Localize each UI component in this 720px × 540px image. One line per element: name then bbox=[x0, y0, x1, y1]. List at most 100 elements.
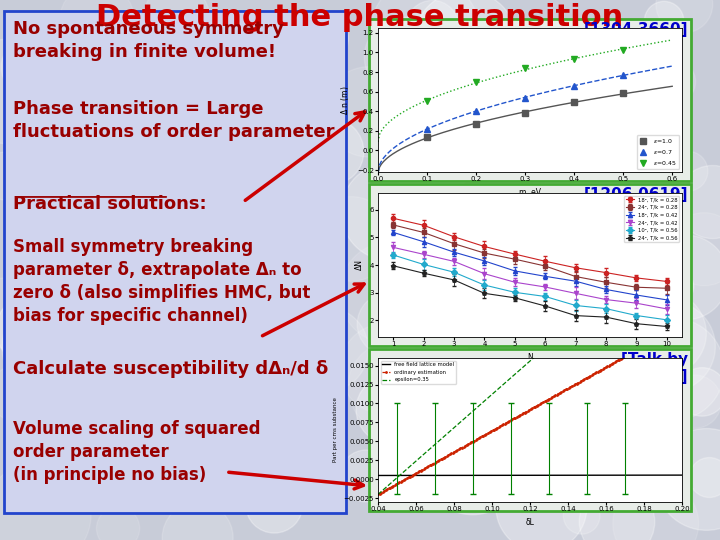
Circle shape bbox=[364, 17, 444, 97]
ordinary estimation bbox=[652, 336, 660, 342]
Circle shape bbox=[560, 178, 626, 244]
Text: No spontaneous symmetry
breaking in finite volume!: No spontaneous symmetry breaking in fini… bbox=[13, 20, 284, 61]
Circle shape bbox=[676, 165, 720, 239]
Circle shape bbox=[1, 299, 98, 395]
ordinary estimation bbox=[386, 484, 395, 491]
ordinary estimation bbox=[454, 446, 463, 453]
Text: Volume scaling of squared
order parameter
(in principle no bias): Volume scaling of squared order paramete… bbox=[13, 420, 261, 484]
Circle shape bbox=[559, 261, 661, 363]
$\varepsilon$=0.7 bbox=[521, 94, 529, 101]
Circle shape bbox=[8, 92, 48, 132]
Circle shape bbox=[340, 323, 431, 414]
Circle shape bbox=[265, 159, 330, 224]
Circle shape bbox=[563, 497, 600, 534]
ordinary estimation bbox=[374, 491, 382, 498]
Circle shape bbox=[644, 235, 720, 320]
free field lattice model bbox=[652, 472, 660, 478]
Circle shape bbox=[639, 71, 683, 115]
Circle shape bbox=[27, 35, 131, 139]
Circle shape bbox=[562, 236, 660, 334]
$\varepsilon$=1.0 bbox=[619, 90, 628, 96]
Circle shape bbox=[341, 163, 438, 260]
Circle shape bbox=[21, 85, 89, 153]
Circle shape bbox=[406, 1, 459, 53]
Circle shape bbox=[356, 375, 424, 444]
X-axis label: δL: δL bbox=[526, 518, 534, 526]
ordinary estimation bbox=[431, 460, 439, 466]
Text: [Talk by
M. Ulybyshev]: [Talk by M. Ulybyshev] bbox=[567, 352, 688, 384]
Circle shape bbox=[43, 306, 85, 347]
Circle shape bbox=[423, 224, 490, 291]
epsilon=0.35 bbox=[454, 420, 463, 427]
$\varepsilon$=1.0 bbox=[472, 121, 480, 127]
$\varepsilon$=0.45 bbox=[423, 98, 431, 105]
$\varepsilon$=1.0 bbox=[423, 133, 431, 140]
Circle shape bbox=[0, 292, 72, 368]
Circle shape bbox=[496, 461, 587, 540]
Text: Small symmetry breaking
parameter δ, extrapolate Δₙ to
zero δ (also simplifies H: Small symmetry breaking parameter δ, ext… bbox=[13, 238, 310, 325]
Circle shape bbox=[565, 438, 619, 493]
Circle shape bbox=[60, 0, 135, 58]
Circle shape bbox=[517, 413, 614, 510]
Circle shape bbox=[456, 262, 508, 313]
free field lattice model bbox=[454, 472, 463, 478]
Line: $\varepsilon$=0.7: $\varepsilon$=0.7 bbox=[424, 72, 626, 132]
Circle shape bbox=[43, 459, 90, 506]
$\varepsilon$=1.0 bbox=[521, 110, 529, 117]
FancyBboxPatch shape bbox=[4, 11, 346, 513]
$\varepsilon$=0.45 bbox=[521, 65, 529, 71]
Line: epsilon=0.35: epsilon=0.35 bbox=[378, 228, 682, 495]
Circle shape bbox=[1, 39, 58, 96]
Circle shape bbox=[656, 429, 720, 530]
Circle shape bbox=[678, 368, 720, 416]
Circle shape bbox=[122, 312, 201, 390]
epsilon=0.35 bbox=[652, 247, 660, 254]
Circle shape bbox=[137, 205, 186, 254]
Line: $\varepsilon$=1.0: $\varepsilon$=1.0 bbox=[424, 90, 626, 139]
Circle shape bbox=[348, 341, 438, 433]
Circle shape bbox=[622, 292, 706, 375]
Circle shape bbox=[84, 281, 154, 350]
epsilon=0.35 bbox=[386, 481, 395, 487]
Circle shape bbox=[610, 162, 670, 222]
Circle shape bbox=[177, 245, 268, 335]
Legend: free field lattice model, ordinary estimation, epsilon=0.35: free field lattice model, ordinary estim… bbox=[381, 361, 456, 384]
Circle shape bbox=[581, 25, 670, 114]
Circle shape bbox=[340, 242, 442, 344]
Circle shape bbox=[413, 0, 517, 94]
Circle shape bbox=[404, 318, 467, 381]
Circle shape bbox=[181, 367, 261, 447]
Circle shape bbox=[625, 301, 716, 392]
free field lattice model bbox=[386, 472, 395, 478]
X-axis label: N: N bbox=[527, 353, 533, 362]
Circle shape bbox=[198, 380, 298, 480]
Circle shape bbox=[652, 60, 696, 103]
Circle shape bbox=[552, 363, 647, 460]
Circle shape bbox=[197, 106, 296, 205]
Circle shape bbox=[656, 0, 713, 33]
Circle shape bbox=[107, 316, 171, 381]
Circle shape bbox=[130, 210, 182, 262]
Circle shape bbox=[237, 251, 300, 314]
Circle shape bbox=[309, 197, 393, 281]
Circle shape bbox=[96, 106, 163, 173]
Text: Detecting the phase transition: Detecting the phase transition bbox=[96, 3, 624, 32]
Circle shape bbox=[167, 221, 250, 304]
Circle shape bbox=[27, 441, 65, 478]
Circle shape bbox=[324, 67, 414, 157]
Circle shape bbox=[161, 332, 230, 402]
epsilon=0.35 bbox=[392, 475, 400, 482]
Circle shape bbox=[539, 223, 608, 293]
Line: ordinary estimation: ordinary estimation bbox=[377, 323, 683, 496]
ordinary estimation bbox=[678, 321, 686, 328]
Circle shape bbox=[0, 152, 30, 200]
Circle shape bbox=[617, 431, 692, 505]
Circle shape bbox=[0, 365, 45, 422]
Circle shape bbox=[150, 227, 236, 313]
Circle shape bbox=[0, 462, 91, 540]
Circle shape bbox=[68, 96, 163, 192]
Legend: 18², T/k = 0.28, 24², T/k = 0.28, 18², T/k = 0.42, 24², T/k = 0.42, 10², T/k = 0: 18², T/k = 0.28, 24², T/k = 0.28, 18², T… bbox=[624, 195, 680, 242]
FancyBboxPatch shape bbox=[369, 349, 691, 511]
Circle shape bbox=[300, 14, 348, 63]
epsilon=0.35 bbox=[662, 238, 671, 244]
